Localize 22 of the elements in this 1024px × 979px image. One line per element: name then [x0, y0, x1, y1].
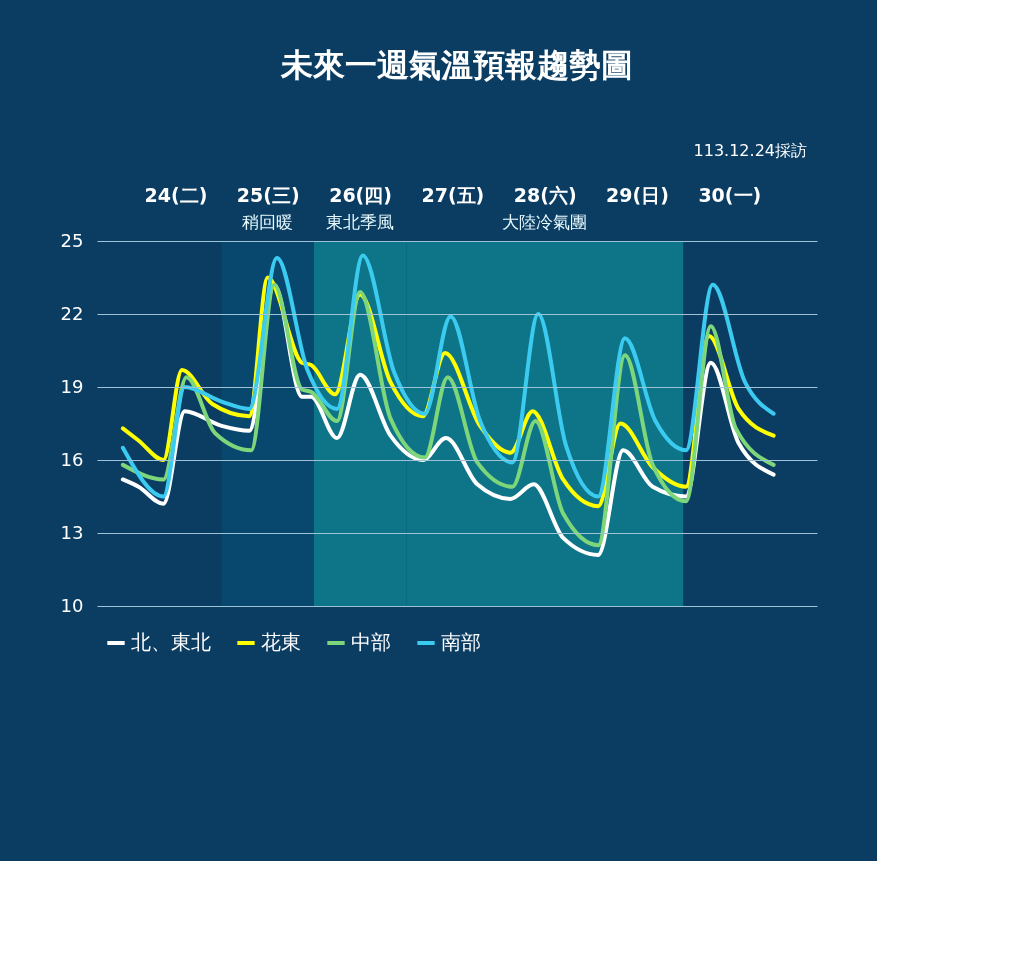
chart-title: 未來一週氣溫預報趨勢圖: [280, 46, 633, 84]
y-tick-label: 25: [60, 229, 84, 251]
x-tick-label: 26(四): [329, 183, 392, 206]
text: 113.12.24採訪: [693, 141, 807, 160]
legend-label: 南部: [441, 630, 481, 654]
x-tick-label: 28(六): [513, 183, 577, 206]
legend-label: 北、東北: [131, 630, 211, 654]
legend-label: 花東: [261, 630, 301, 654]
x-tick-label: 25(三): [236, 183, 300, 206]
y-tick-label: 22: [60, 302, 84, 324]
y-tick-label: 19: [60, 375, 84, 397]
x-tick-label: 24(二): [144, 183, 208, 206]
y-tick-label: 10: [60, 594, 84, 616]
x-tick-label: 29(日): [606, 183, 669, 206]
band-label: 稍回暖: [242, 212, 294, 232]
legend-label: 中部: [351, 630, 391, 654]
x-tick-label: 30(一): [698, 183, 762, 206]
x-tick-label: 27(五): [421, 183, 485, 206]
y-tick-label: 13: [60, 521, 84, 543]
y-tick-label: 16: [60, 448, 84, 470]
band-label: 大陸冷氣團: [502, 212, 588, 232]
band-label: 東北季風: [326, 212, 395, 232]
